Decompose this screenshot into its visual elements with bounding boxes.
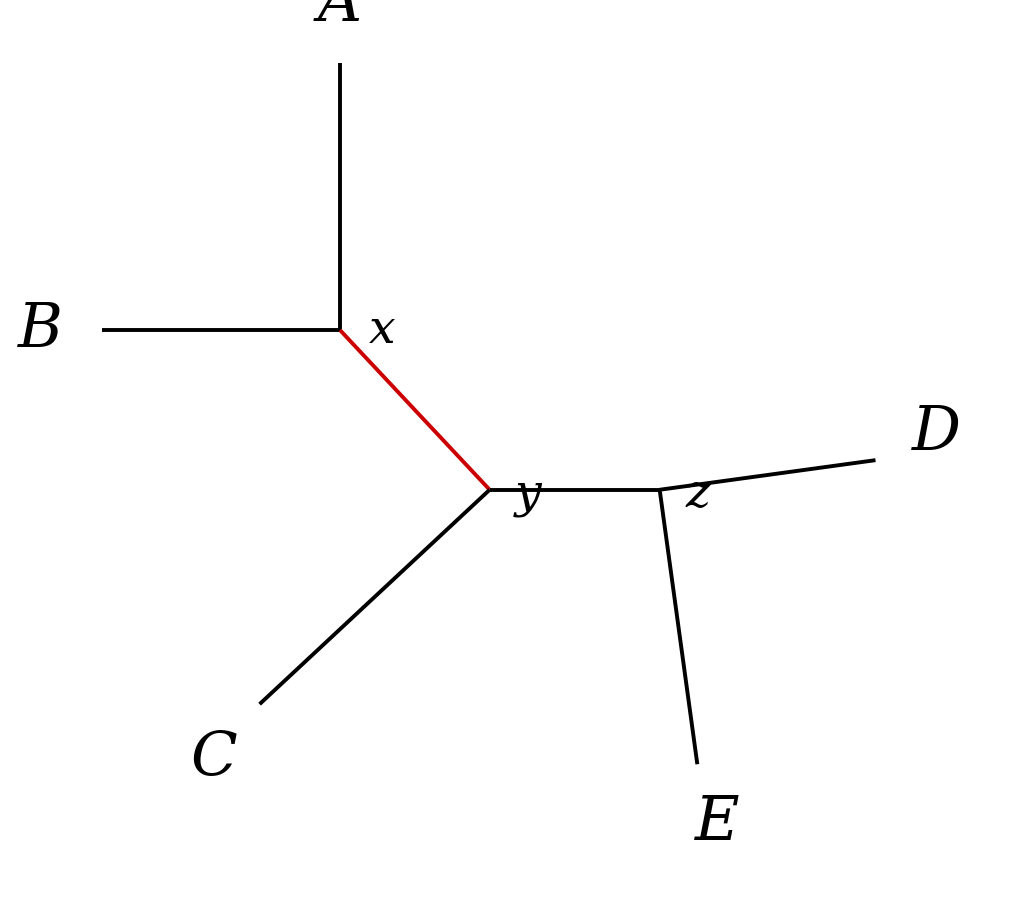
Text: B: B xyxy=(18,300,63,360)
Text: E: E xyxy=(695,793,740,852)
Text: y: y xyxy=(515,472,542,517)
Text: C: C xyxy=(190,728,237,788)
Text: x: x xyxy=(369,308,395,353)
Text: A: A xyxy=(318,0,362,34)
Text: z: z xyxy=(685,472,710,517)
Text: D: D xyxy=(912,404,961,463)
